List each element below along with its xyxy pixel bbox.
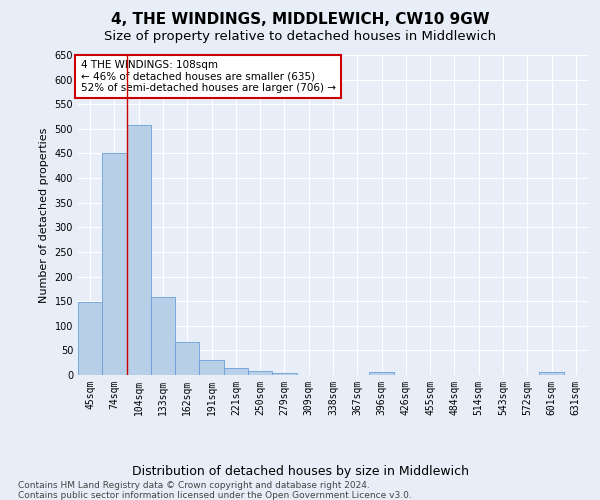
Text: Contains HM Land Registry data © Crown copyright and database right 2024.: Contains HM Land Registry data © Crown c… (18, 481, 370, 490)
Text: Size of property relative to detached houses in Middlewich: Size of property relative to detached ho… (104, 30, 496, 43)
Bar (370, 372, 394, 375)
Bar (102, 154, 127, 375)
Text: Contains public sector information licensed under the Open Government Licence v3: Contains public sector information licen… (18, 491, 412, 500)
Bar (151, 297, 175, 375)
Text: 4, THE WINDINGS, MIDDLEWICH, CW10 9GW: 4, THE WINDINGS, MIDDLEWICH, CW10 9GW (110, 12, 490, 28)
Bar (248, 371, 272, 375)
Y-axis label: Number of detached properties: Number of detached properties (39, 128, 49, 302)
Bar (199, 360, 224, 375)
Bar (224, 368, 248, 375)
Bar (175, 342, 199, 375)
Bar (78, 302, 102, 375)
Text: 4 THE WINDINGS: 108sqm
← 46% of detached houses are smaller (635)
52% of semi-de: 4 THE WINDINGS: 108sqm ← 46% of detached… (80, 60, 335, 93)
Bar (127, 126, 151, 375)
Text: Distribution of detached houses by size in Middlewich: Distribution of detached houses by size … (131, 465, 469, 478)
Bar (539, 372, 564, 375)
Bar (272, 373, 296, 375)
